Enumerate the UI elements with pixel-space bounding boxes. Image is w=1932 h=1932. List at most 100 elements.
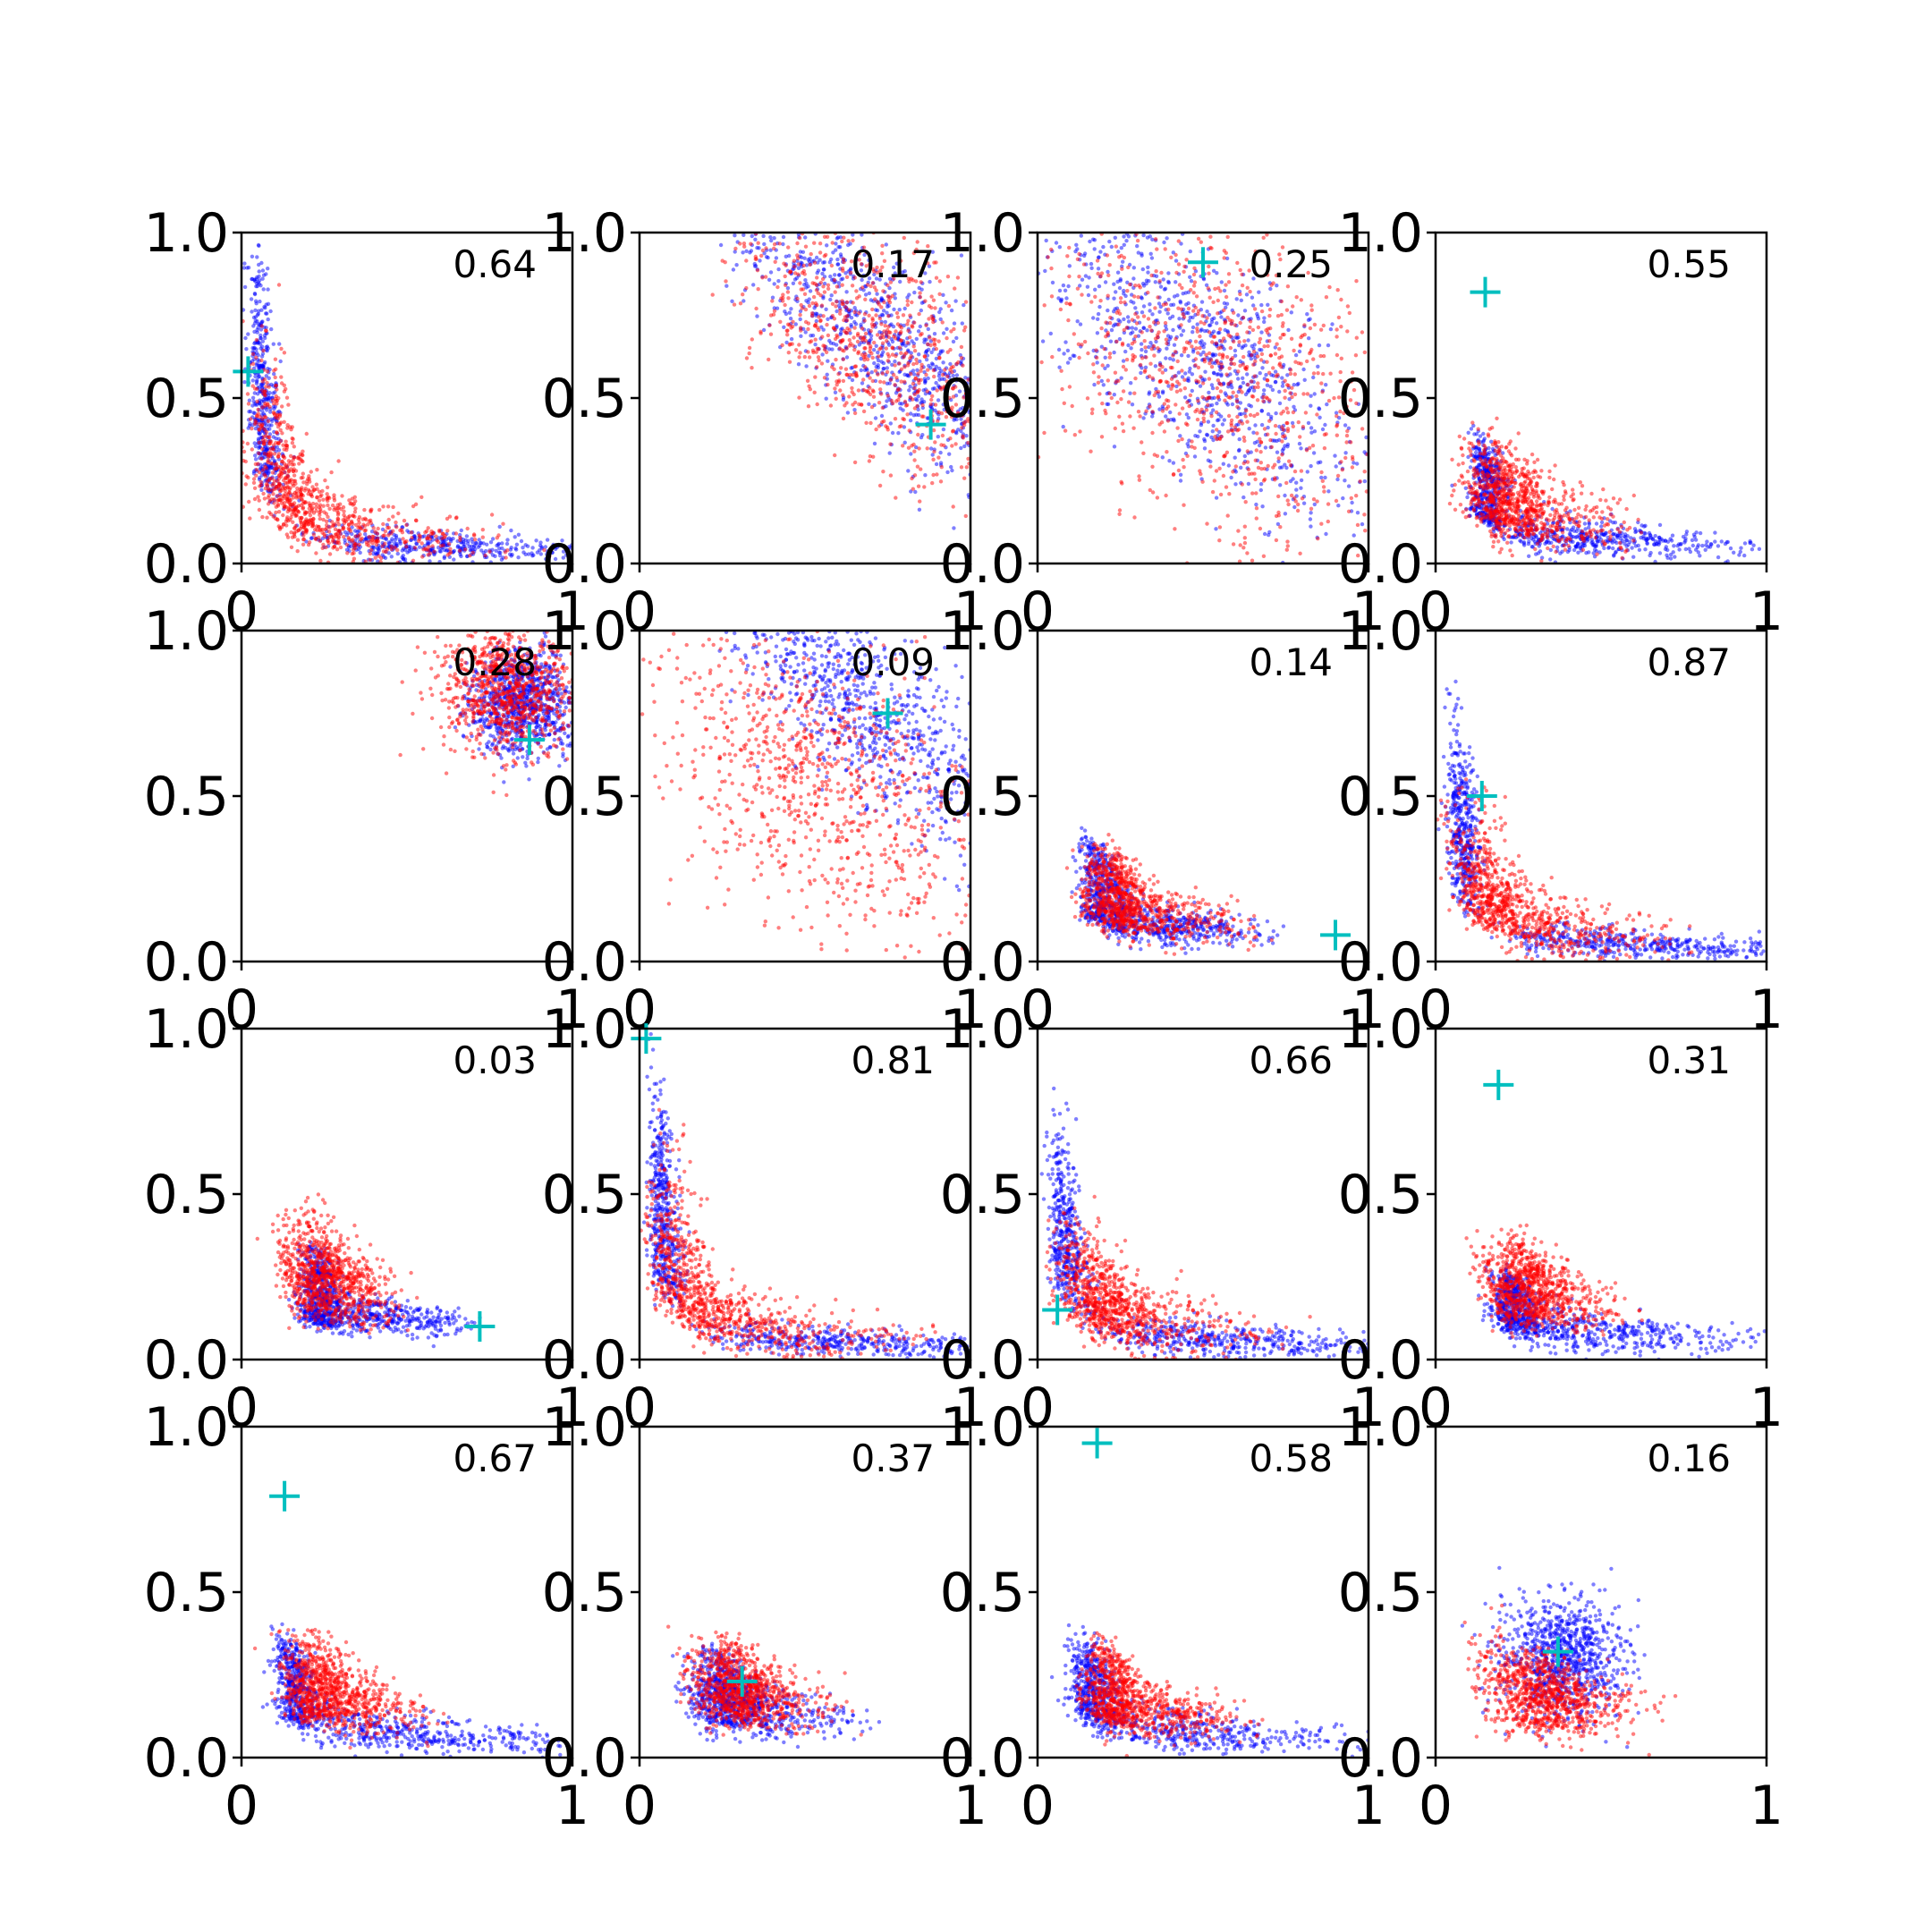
point-red <box>1181 457 1185 462</box>
point-blue <box>1199 300 1205 304</box>
point-blue <box>922 340 927 344</box>
point-red <box>1258 526 1263 531</box>
point-red <box>259 358 264 363</box>
point-red <box>281 496 285 501</box>
point-blue <box>945 470 950 475</box>
point-red <box>880 251 885 256</box>
point-red <box>1152 320 1157 325</box>
point-blue <box>913 489 918 495</box>
point-red <box>349 538 354 543</box>
point-blue <box>1280 384 1285 388</box>
point-red <box>857 294 861 299</box>
point-red <box>1157 379 1163 385</box>
point-red <box>262 496 267 501</box>
point-blue <box>1054 241 1059 245</box>
point-blue <box>808 289 813 293</box>
point-blue <box>1330 322 1335 326</box>
point-blue <box>803 278 808 283</box>
point-blue <box>1072 353 1077 359</box>
point-red <box>919 366 924 370</box>
point-red <box>333 527 338 531</box>
point-red <box>1062 401 1067 405</box>
point-red <box>793 348 799 352</box>
point-red <box>911 250 916 256</box>
point-blue <box>953 299 958 303</box>
point-red <box>1252 386 1258 390</box>
point-red <box>332 498 337 503</box>
point-red <box>409 530 414 535</box>
point-red <box>785 290 791 294</box>
point-blue <box>828 297 833 302</box>
point-red <box>1214 469 1219 473</box>
point-blue <box>1112 393 1117 397</box>
point-blue <box>1180 375 1185 379</box>
point-red <box>875 270 880 275</box>
point-red <box>1280 333 1285 337</box>
point-blue <box>893 359 897 364</box>
point-red <box>815 365 819 369</box>
point-red <box>1165 450 1169 454</box>
point-red <box>282 419 286 424</box>
point-red <box>880 341 886 345</box>
point-blue <box>919 301 925 305</box>
point-red <box>1321 323 1326 328</box>
point-red <box>257 451 261 455</box>
point-blue <box>909 489 913 494</box>
point-red <box>432 549 436 554</box>
point-red <box>886 294 890 299</box>
point-red <box>895 315 901 319</box>
point-blue <box>1318 460 1323 464</box>
point-red <box>1217 381 1222 386</box>
point-red <box>1174 389 1180 394</box>
point-red <box>865 357 870 361</box>
point-blue <box>1171 327 1175 333</box>
point-red <box>275 494 280 498</box>
point-red <box>1201 419 1207 424</box>
point-red <box>792 265 797 269</box>
point-red <box>402 518 407 523</box>
point-blue <box>1089 261 1094 267</box>
point-red <box>905 302 910 308</box>
point-red <box>1066 318 1071 323</box>
point-blue <box>1186 415 1191 420</box>
point-blue <box>1230 386 1234 390</box>
point-red <box>315 495 319 499</box>
point-blue <box>902 323 906 328</box>
point-red <box>1217 538 1222 543</box>
point-red <box>501 521 505 526</box>
point-red <box>265 515 269 520</box>
point-blue <box>835 309 839 314</box>
point-red <box>318 528 322 533</box>
point-red <box>391 504 395 510</box>
point-red <box>1255 411 1260 417</box>
point-red <box>878 268 883 273</box>
point-red <box>298 489 302 494</box>
point-red <box>505 548 510 553</box>
point-blue <box>1286 327 1291 333</box>
point-red <box>1149 273 1154 278</box>
point-blue <box>1320 427 1326 432</box>
point-blue <box>474 541 479 546</box>
point-red <box>1154 269 1158 274</box>
point-red <box>863 346 868 351</box>
point-red <box>801 268 806 274</box>
point-red <box>1176 306 1181 310</box>
point-red <box>1182 269 1186 274</box>
point-red <box>420 555 425 559</box>
point-red <box>825 322 829 327</box>
point-blue <box>1309 430 1314 435</box>
point-red <box>430 544 435 548</box>
point-red <box>1217 326 1223 332</box>
point-red <box>417 537 422 541</box>
point-red <box>321 542 326 547</box>
point-blue <box>1241 495 1246 500</box>
point-red <box>1060 386 1064 392</box>
point-blue <box>1040 339 1046 343</box>
point-red <box>814 288 819 292</box>
point-red <box>1121 428 1126 434</box>
point-red <box>1279 365 1284 369</box>
point-blue <box>1319 475 1324 480</box>
point-red <box>314 551 318 555</box>
point-red <box>856 351 860 356</box>
point-red <box>271 443 276 447</box>
